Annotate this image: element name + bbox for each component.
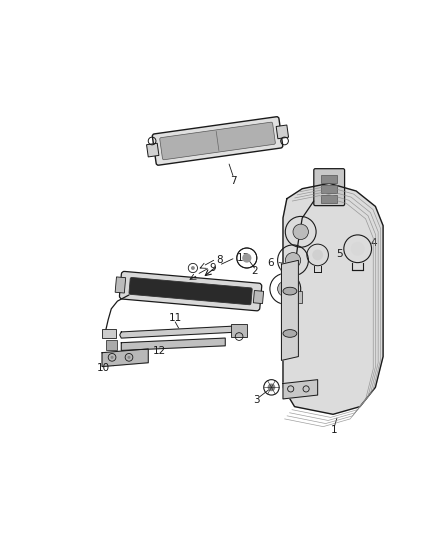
Circle shape (285, 253, 301, 268)
Bar (106, 340, 117, 350)
Circle shape (278, 281, 293, 296)
FancyBboxPatch shape (129, 278, 252, 305)
Circle shape (242, 253, 251, 263)
Circle shape (268, 384, 276, 391)
Bar (147, 143, 159, 157)
Text: 2: 2 (251, 266, 258, 276)
Circle shape (127, 356, 131, 359)
Text: 1: 1 (331, 425, 338, 435)
Bar (321, 175, 337, 182)
Text: 6: 6 (267, 257, 274, 268)
Bar (285, 291, 302, 303)
FancyBboxPatch shape (120, 271, 262, 311)
Bar (276, 125, 289, 139)
Circle shape (312, 249, 323, 260)
Polygon shape (120, 326, 242, 338)
Bar (321, 185, 337, 192)
FancyBboxPatch shape (152, 117, 283, 165)
Bar (102, 329, 116, 338)
Text: 9: 9 (209, 263, 215, 273)
Bar (253, 290, 264, 304)
Polygon shape (283, 379, 318, 399)
FancyBboxPatch shape (314, 168, 345, 206)
Text: 10: 10 (97, 363, 110, 373)
Circle shape (293, 224, 308, 239)
Circle shape (191, 266, 195, 270)
Text: 11: 11 (169, 313, 182, 323)
Bar (115, 277, 126, 293)
Text: 3: 3 (253, 394, 259, 405)
Text: 5: 5 (336, 249, 343, 259)
Bar (321, 195, 337, 203)
Polygon shape (283, 183, 383, 414)
Circle shape (351, 242, 364, 256)
Text: 13: 13 (237, 253, 250, 263)
FancyBboxPatch shape (160, 122, 276, 160)
Text: 8: 8 (216, 255, 223, 264)
Ellipse shape (283, 287, 297, 295)
Text: 4: 4 (371, 238, 378, 248)
Polygon shape (102, 349, 148, 367)
Circle shape (110, 356, 113, 359)
Ellipse shape (283, 329, 297, 337)
Text: 12: 12 (153, 346, 166, 356)
Polygon shape (121, 338, 225, 350)
Text: 7: 7 (230, 176, 236, 186)
Bar (231, 324, 247, 336)
Polygon shape (282, 260, 298, 360)
